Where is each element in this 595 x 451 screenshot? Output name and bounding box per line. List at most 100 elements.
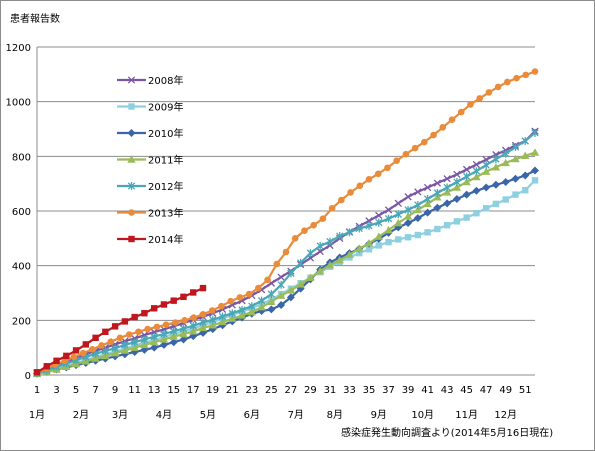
data-point-2011 [228, 314, 237, 322]
data-point-2011 [130, 343, 139, 351]
data-point-2011 [257, 303, 266, 311]
x-tick-label: 39 [402, 385, 415, 396]
data-point-2011 [140, 340, 149, 349]
data-point-2010 [159, 340, 168, 349]
series-2013 [33, 68, 539, 376]
series-line-2010 [36, 169, 536, 375]
month-label: 9月 [371, 409, 387, 421]
legend-label: 2011年 [148, 154, 183, 167]
data-point-2013 [236, 294, 244, 301]
data-point-2009 [463, 214, 470, 221]
data-point-2011 [413, 205, 423, 214]
series-line-2012 [36, 131, 536, 375]
data-point-2013 [98, 342, 105, 349]
series-line-2008 [36, 130, 536, 374]
data-point-2013 [144, 325, 151, 333]
legend-item-2014: 2014年 [117, 233, 183, 246]
data-point-2012 [326, 237, 334, 246]
x-tick-label: 37 [382, 385, 395, 396]
data-point-2011 [267, 297, 276, 305]
data-point-2013 [430, 131, 437, 139]
data-point-2012 [101, 346, 110, 355]
data-point-2012 [121, 340, 129, 349]
data-point-2012 [511, 143, 520, 152]
x-tick-label: 5 [73, 385, 79, 396]
data-point-2013 [89, 346, 96, 353]
data-point-2013 [245, 290, 253, 298]
data-point-2011 [306, 273, 315, 281]
data-point-2012 [384, 214, 393, 223]
data-point-2011 [179, 329, 188, 338]
data-point-2008 [462, 165, 471, 174]
data-point-2011 [403, 212, 413, 220]
data-point-2013 [199, 311, 207, 318]
data-point-2013 [162, 321, 170, 329]
data-point-2010 [462, 190, 471, 199]
data-point-2012 [189, 321, 197, 330]
series-line-2009 [36, 179, 536, 375]
data-point-2011 [384, 225, 393, 234]
month-label: 12月 [494, 409, 517, 421]
data-point-2014 [33, 369, 41, 376]
data-point-2011 [345, 250, 354, 258]
data-point-2012 [306, 249, 315, 258]
data-point-2010 [511, 174, 520, 183]
y-axis-title: 患者報告数 [10, 12, 60, 25]
month-label: 1月 [29, 409, 45, 421]
data-point-2010 [472, 186, 481, 195]
data-point-2008 [433, 179, 442, 187]
legend-swatch-marker [128, 235, 135, 243]
x-tick-label: 13 [148, 385, 161, 396]
data-point-2011 [335, 256, 344, 264]
data-point-2010 [482, 183, 491, 192]
legend-swatch-marker [128, 209, 135, 216]
data-point-2012 [375, 218, 383, 227]
data-point-2011 [511, 154, 520, 163]
data-point-2012 [257, 296, 266, 305]
data-point-2013 [467, 101, 474, 108]
data-point-2008 [384, 206, 393, 214]
x-tick-label: 23 [245, 385, 258, 396]
data-point-2013 [208, 307, 216, 314]
data-point-2012 [336, 232, 344, 241]
x-tick-label: 47 [480, 385, 493, 396]
data-point-2012 [160, 330, 168, 338]
data-point-2013 [504, 78, 511, 86]
data-point-2013 [218, 302, 225, 310]
legend-label: 2010年 [148, 127, 183, 140]
data-point-2010 [169, 338, 178, 347]
data-point-2013 [384, 164, 391, 172]
data-point-2014 [150, 305, 158, 312]
month-label: 2月 [73, 409, 89, 421]
data-point-2008 [316, 247, 324, 256]
data-point-2012 [277, 280, 285, 289]
legend-swatch-marker [127, 129, 136, 137]
data-point-2011 [423, 199, 432, 208]
data-point-2011 [286, 286, 296, 294]
data-point-2012 [414, 200, 422, 209]
data-point-2013 [319, 215, 327, 222]
legend-item-2012: 2012年 [117, 180, 183, 193]
series-2014 [33, 284, 207, 376]
data-point-2013 [365, 175, 373, 183]
data-point-2012 [423, 194, 432, 203]
data-point-2013 [457, 108, 465, 116]
x-tick-label: 43 [441, 385, 454, 396]
data-point-2010 [433, 203, 442, 212]
data-point-2014 [102, 328, 109, 336]
legend-label: 2013年 [148, 207, 183, 220]
data-point-2011 [315, 266, 325, 275]
data-point-2012 [433, 188, 442, 197]
x-tick-label: 29 [304, 385, 317, 396]
data-point-2012 [472, 167, 481, 176]
data-point-2012 [150, 332, 158, 341]
data-point-2014 [199, 284, 207, 292]
data-point-2012 [209, 315, 217, 324]
data-point-2010 [501, 178, 510, 187]
data-point-2012 [179, 324, 188, 333]
data-point-2008 [375, 211, 383, 220]
data-point-2012 [267, 290, 276, 299]
data-point-2011 [462, 177, 471, 186]
y-tick-label: 0 [25, 371, 31, 382]
